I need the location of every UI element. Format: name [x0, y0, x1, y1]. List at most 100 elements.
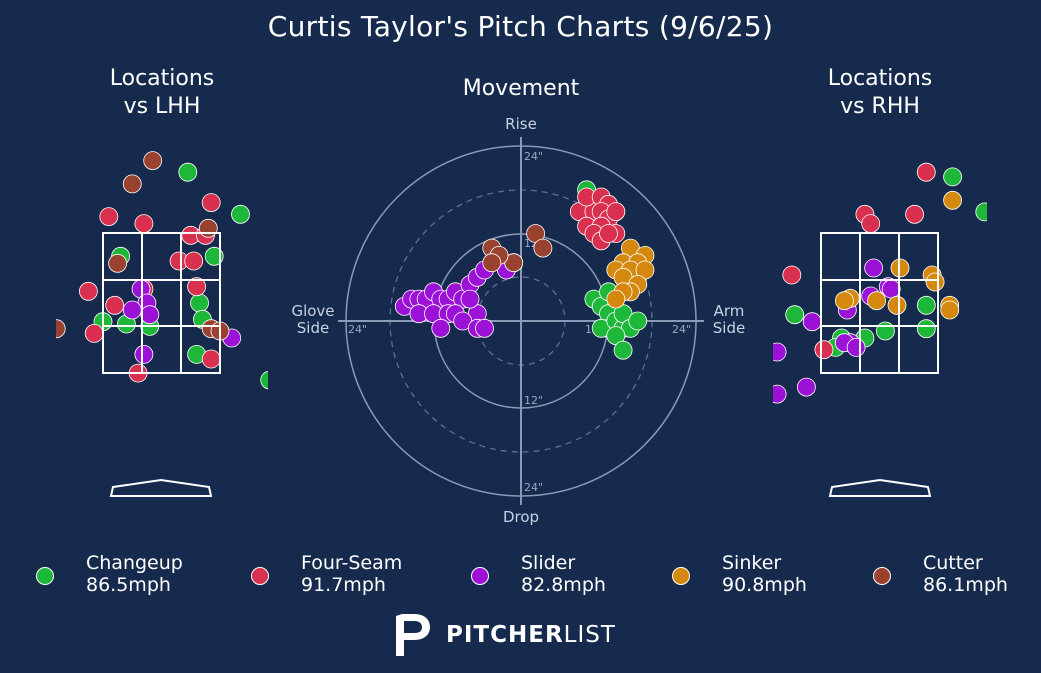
rhh-strike-zone [820, 232, 939, 374]
legend-marker-changeup [36, 567, 54, 585]
lhh-changeup-point-11 [260, 370, 268, 390]
rhh-changeup-point-4 [916, 319, 936, 339]
lhh-four-seam-point-11 [84, 323, 104, 343]
pitcherlist-logo: PITCHERLIST [392, 612, 632, 658]
rhh-four-seam-point-1 [905, 204, 924, 224]
lhh-four-seam-point-13 [201, 349, 221, 369]
axis-label-arm-side: Arm Side [713, 302, 745, 337]
movement-panel-title: Movement [462, 76, 580, 101]
lhh-cutter-point-3 [108, 253, 127, 273]
arm-line2: Side [713, 319, 745, 337]
legend-pitch-name: Changeup [86, 552, 183, 574]
rhh-changeup-point-3 [876, 321, 895, 341]
lhh-slider-point-2 [122, 300, 142, 320]
legend-pitch-speed: 90.8mph [722, 574, 807, 596]
legend-marker-slider [471, 567, 489, 585]
legend-pitch-name: Four-Seam [301, 552, 403, 574]
legend-pitch-name: Sinker [722, 552, 782, 574]
legend-label-slider: Slider 82.8mph [521, 552, 606, 596]
ring-label-left-24: 24" [348, 323, 367, 336]
lhh-four-seam-point-0 [201, 193, 221, 213]
rhh-sinker-point-3 [925, 272, 945, 292]
brand-light: LIST [563, 622, 616, 648]
lhh-cutter-point-0 [143, 151, 163, 171]
rhh-slider-point-8 [802, 312, 822, 332]
movement-slider-point-23 [475, 318, 494, 338]
rhh-sinker-point-6 [887, 295, 907, 315]
movement-sinker-point-11 [606, 289, 626, 309]
lhh-four-seam-point-1 [99, 207, 119, 227]
legend-marker-sinker [672, 567, 690, 585]
rhh-panel-title: Locations vs RHH [827, 66, 933, 119]
movement-labels: Rise Drop Glove Side Arm Side 24" 12" 12" … [291, 115, 745, 526]
rhh-home-plate [828, 478, 932, 497]
rhh-four-seam-point-5 [814, 340, 834, 360]
axis-label-drop: Drop [503, 508, 539, 526]
legend-pitch-speed: 86.1mph [923, 574, 1008, 596]
movement-four-seam-point-13 [606, 202, 626, 222]
legend-label-changeup: Changeup 86.5mph [86, 552, 183, 596]
lhh-cutter-point-2 [198, 218, 218, 238]
rhh-slider-point-11 [773, 384, 787, 404]
rhh-four-seam-point-0 [916, 162, 936, 182]
legend-label-four-seam: Four-Seam 91.7mph [301, 552, 402, 596]
rhh-four-seam-point-3 [861, 214, 881, 234]
rhh-sinker-point-0 [943, 190, 962, 210]
rhh-changeup-point-1 [975, 202, 987, 222]
brand-bold: PITCHER [446, 622, 564, 648]
rhh-points [773, 162, 987, 404]
rhh-changeup-point-7 [785, 305, 805, 325]
ring-label-right-24: 24" [672, 323, 691, 336]
legend-marker-four-seam [251, 567, 269, 585]
lhh-cutter-point-6 [56, 319, 66, 339]
lhh-changeup-point-8 [190, 293, 209, 313]
lhh-slider-point-5 [134, 344, 154, 364]
glove-line2: Side [297, 319, 329, 337]
ring-label-up-24: 24" [524, 150, 543, 163]
rhh-sinker-point-9 [835, 291, 854, 311]
lhh-changeup-point-3 [204, 246, 224, 266]
movement-changeup-point-12 [628, 311, 648, 331]
rhh-four-seam-point-4 [782, 265, 802, 285]
lhh-changeup-point-4 [270, 310, 288, 328]
rhh-slider-point-7 [846, 337, 866, 357]
axis-label-glove-side: Glove Side [291, 302, 334, 337]
legend-marker-cutter [873, 567, 891, 585]
lhh-home-plate [109, 478, 213, 497]
lhh-four-seam-point-9 [187, 277, 207, 297]
rhh-slider-point-10 [773, 342, 787, 362]
glove-line1: Glove [291, 302, 334, 320]
movement-four-seam-point-12 [599, 224, 618, 243]
movement-slider-point-20 [431, 318, 451, 338]
lhh-strike-zone [102, 232, 221, 374]
arm-line1: Arm [714, 302, 745, 320]
movement-cutter-point-5 [482, 253, 502, 273]
rhh-sinker-point-5 [867, 291, 886, 311]
rhh-sinker-point-8 [940, 300, 960, 320]
lhh-four-seam-point-7 [79, 281, 98, 301]
movement-slider-point-19 [460, 289, 480, 309]
movement-cutter-point-3 [533, 238, 553, 258]
legend-pitch-speed: 91.7mph [301, 574, 386, 596]
lhh-points [56, 151, 288, 390]
legend-label-cutter: Cutter 86.1mph [923, 552, 1008, 596]
lhh-four-seam-point-6 [184, 251, 204, 271]
legend-pitch-name: Cutter [923, 552, 983, 574]
rhh-changeup-point-2 [916, 295, 936, 315]
movement-grid [338, 137, 704, 505]
legend-pitch-speed: 86.5mph [86, 574, 171, 596]
legend-label-sinker: Sinker 90.8mph [722, 552, 807, 596]
movement-changeup-point-18 [613, 340, 633, 360]
legend-pitch-speed: 82.8mph [521, 574, 606, 596]
lhh-changeup-point-0 [178, 162, 198, 182]
rhh-slider-point-9 [797, 377, 816, 397]
ring-label-down-24: 24" [524, 481, 543, 494]
lhh-cutter-point-1 [122, 174, 142, 194]
rhh-slider-point-0 [864, 258, 883, 278]
chart-title: Curtis Taylor's Pitch Charts (9/6/25) [267, 10, 774, 43]
lhh-four-seam-point-10 [105, 295, 125, 315]
axis-label-rise: Rise [505, 115, 537, 133]
lhh-changeup-point-1 [231, 204, 250, 224]
lhh-slider-point-3 [140, 305, 160, 325]
